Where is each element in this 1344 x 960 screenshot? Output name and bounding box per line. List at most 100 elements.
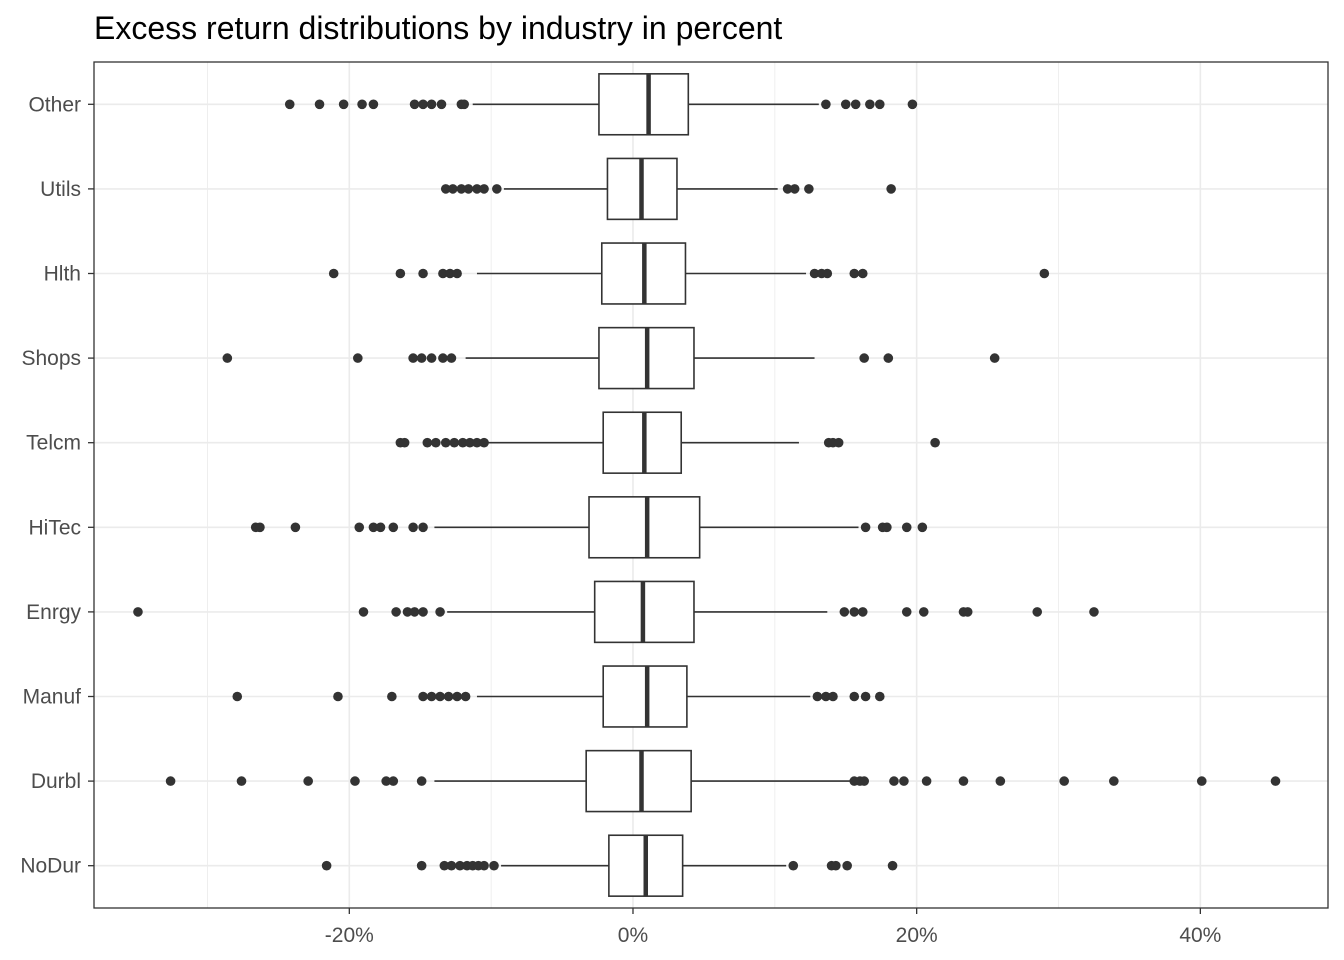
box-manuf	[232, 665, 885, 728]
y-tick-label: HiTec	[28, 516, 81, 539]
outlier-point	[426, 691, 437, 702]
outlier-point	[328, 268, 339, 279]
outlier-point	[387, 691, 397, 702]
y-axis: NoDur Durbl Manuf Enrgy HiTec Telcm Shops Hlth U…	[20, 93, 94, 878]
outlier-point	[388, 522, 399, 533]
outlier-point	[368, 99, 379, 110]
outlier-point	[874, 99, 885, 110]
outlier-point	[446, 353, 457, 363]
outlier-point	[449, 437, 460, 448]
outlier-point	[338, 99, 349, 110]
y-tick-label: NoDur	[20, 855, 81, 878]
box-shops	[222, 326, 1000, 390]
outlier-point	[426, 99, 437, 110]
outlier-point	[402, 607, 413, 617]
box-enrgy	[133, 580, 1099, 644]
outlier-point	[448, 184, 458, 194]
outlier-point	[440, 184, 451, 194]
outlier-point	[416, 353, 427, 363]
outlier-point	[849, 607, 860, 617]
box-utils	[440, 157, 896, 221]
x-tick-label: 0%	[618, 924, 648, 947]
outlier-point	[882, 522, 892, 533]
outlier-point	[849, 691, 860, 702]
outlier-point	[435, 691, 445, 702]
outlier-point	[232, 691, 243, 702]
outlier-point	[459, 99, 470, 110]
outlier-point	[353, 353, 363, 363]
outlier-point	[1089, 607, 1099, 617]
outlier-point	[391, 607, 401, 617]
box-nodur	[321, 834, 898, 897]
outlier-point	[438, 353, 448, 363]
iqr-box	[585, 749, 692, 813]
outlier-point	[133, 607, 143, 617]
outlier-point	[445, 268, 455, 279]
outlier-point	[436, 99, 447, 110]
outlier-point	[399, 437, 410, 448]
outlier-point	[418, 268, 428, 279]
box-plots	[133, 73, 1281, 897]
outlier-point	[889, 776, 899, 786]
outlier-point	[479, 184, 489, 194]
outlier-point	[388, 776, 399, 786]
outlier-point	[409, 607, 420, 617]
outlier-point	[860, 522, 871, 533]
outlier-point	[409, 99, 420, 110]
outlier-point	[918, 607, 929, 617]
outlier-point	[839, 607, 850, 617]
outlier-point	[828, 691, 838, 702]
x-axis: -20% 0% 20% 40%	[325, 908, 1221, 947]
outlier-point	[290, 522, 301, 533]
x-tick-label: -20%	[325, 924, 374, 947]
outlier-point	[408, 522, 418, 533]
outlier-point	[789, 184, 800, 194]
outlier-point	[426, 353, 437, 363]
outlier-point	[886, 184, 896, 194]
outlier-point	[921, 776, 932, 786]
outlier-point	[930, 437, 940, 448]
y-tick-label: Manuf	[23, 686, 82, 709]
outlier-point	[479, 860, 489, 871]
outlier-point	[821, 99, 831, 110]
outlier-point	[395, 268, 406, 279]
box-durbl	[165, 749, 1281, 813]
iqr-box	[588, 496, 701, 559]
y-tick-label: Utils	[40, 178, 81, 201]
outlier-point	[874, 691, 885, 702]
outlier-point	[860, 691, 871, 702]
outlier-point	[489, 860, 499, 871]
outlier-point	[416, 860, 427, 871]
outlier-point	[995, 776, 1006, 786]
outlier-point	[917, 522, 928, 533]
outlier-point	[899, 776, 909, 786]
outlier-point	[492, 184, 502, 194]
y-tick-label: Other	[28, 93, 81, 116]
outlier-point	[303, 776, 313, 786]
outlier-point	[857, 268, 868, 279]
y-tick-label: Durbl	[31, 770, 81, 793]
x-tick-label: 40%	[1179, 924, 1221, 947]
outlier-point	[435, 607, 445, 617]
outlier-point	[431, 437, 441, 448]
outlier-point	[850, 99, 861, 110]
outlier-point	[357, 99, 367, 110]
outlier-point	[472, 184, 482, 194]
outlier-point	[222, 353, 233, 363]
outlier-point	[456, 184, 467, 194]
outlier-point	[314, 99, 325, 110]
box-telcm	[395, 411, 940, 474]
outlier-point	[333, 691, 343, 702]
outlier-point	[1032, 607, 1043, 617]
outlier-point	[358, 607, 369, 617]
outlier-point	[901, 522, 912, 533]
y-tick-label: Hlth	[44, 263, 81, 286]
outlier-point	[804, 184, 814, 194]
outlier-point	[782, 184, 793, 194]
outlier-point	[455, 860, 465, 871]
box-hitec	[250, 496, 928, 559]
outlier-point	[465, 437, 475, 448]
outlier-point	[457, 437, 468, 448]
outlier-point	[901, 607, 912, 617]
